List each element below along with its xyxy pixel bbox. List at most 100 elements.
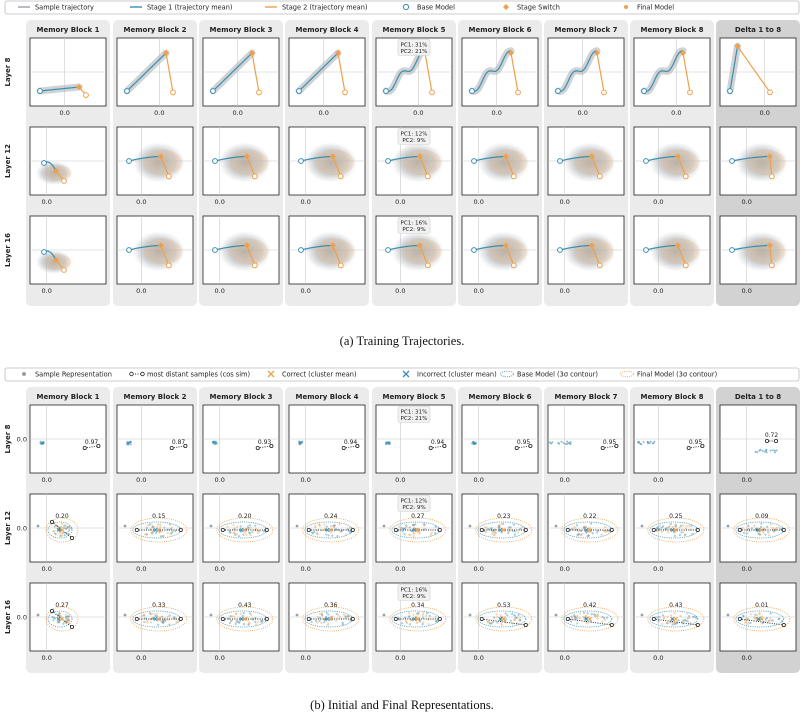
sample-point bbox=[255, 623, 258, 626]
correct-mean-marker bbox=[328, 617, 333, 621]
sample-point bbox=[407, 616, 410, 619]
sample-point bbox=[519, 619, 522, 622]
sample-point bbox=[150, 523, 153, 526]
base-model-marker bbox=[126, 247, 132, 253]
final-model-contour bbox=[475, 606, 533, 632]
subplot: 0.0 bbox=[288, 37, 366, 117]
sample-point bbox=[59, 534, 62, 537]
sample-point bbox=[214, 443, 217, 446]
sample-point bbox=[596, 614, 599, 617]
sample-point bbox=[341, 621, 344, 624]
distant-sample-marker bbox=[264, 617, 269, 622]
sample-point bbox=[385, 443, 388, 446]
subplot: 0.0 0.95 bbox=[633, 404, 711, 484]
sample-point bbox=[236, 533, 239, 536]
sample-point bbox=[585, 531, 588, 535]
column-title: Memory Block 3 bbox=[210, 26, 273, 34]
column-title: Memory Block 6 bbox=[469, 393, 532, 401]
legend-label: Sample Representation bbox=[35, 370, 112, 378]
sample-point bbox=[400, 526, 403, 530]
base-model-marker bbox=[210, 88, 216, 94]
sample-point bbox=[505, 618, 508, 621]
sample-point bbox=[247, 622, 251, 625]
sample-point bbox=[516, 616, 519, 619]
distant-sample-marker bbox=[178, 617, 183, 622]
row-label: Layer 16 bbox=[4, 233, 12, 267]
sample-point bbox=[747, 524, 750, 527]
sample-point bbox=[157, 623, 160, 626]
sample-point bbox=[488, 621, 491, 624]
distant-sample-marker bbox=[609, 623, 614, 628]
sample-point bbox=[424, 527, 427, 530]
sample-point bbox=[344, 533, 347, 536]
sample-point bbox=[511, 612, 514, 616]
sample-point bbox=[586, 535, 589, 538]
sample-point bbox=[248, 622, 251, 625]
cos-sim-label: 0.95 bbox=[517, 439, 531, 446]
subplot: 0.0 bbox=[202, 215, 280, 295]
sample-point bbox=[666, 622, 669, 625]
sample-point bbox=[666, 615, 669, 618]
base-model-marker bbox=[296, 88, 302, 94]
distant-samples-line bbox=[688, 445, 703, 449]
sample-point bbox=[67, 615, 70, 618]
final-model-contour bbox=[733, 517, 791, 543]
sample-point bbox=[513, 530, 517, 533]
sample-point bbox=[318, 523, 321, 526]
x-tick-label: 0.0 bbox=[653, 287, 663, 295]
sample-point bbox=[769, 449, 772, 452]
x-tick-label: 0.0 bbox=[413, 109, 423, 117]
sample-point bbox=[249, 612, 252, 615]
sample-point bbox=[318, 612, 322, 615]
sample-point bbox=[337, 613, 340, 617]
sample-point bbox=[424, 614, 428, 617]
sample-point bbox=[695, 616, 698, 620]
sample-point bbox=[492, 533, 496, 537]
sample-point bbox=[314, 526, 317, 529]
sample-point bbox=[671, 621, 675, 624]
row-label: Layer 8 bbox=[4, 57, 12, 86]
sample-point bbox=[642, 440, 645, 443]
sample-point bbox=[53, 529, 56, 533]
sample-point bbox=[726, 524, 730, 528]
sample-point bbox=[248, 531, 251, 534]
sample-point bbox=[339, 530, 342, 533]
sample-trajectory-cloud bbox=[649, 142, 702, 183]
x-tick-label: 0.0 bbox=[136, 654, 146, 662]
base-model-contour bbox=[47, 521, 73, 539]
base-model-marker bbox=[471, 158, 477, 164]
sample-point bbox=[772, 530, 775, 533]
sample-trajectory-cloud bbox=[304, 142, 357, 183]
base-model-marker bbox=[557, 158, 563, 164]
sample-point bbox=[315, 532, 319, 535]
pc1-label: PC1: 12% bbox=[401, 132, 428, 138]
sample-point bbox=[171, 530, 174, 533]
y-tick-label: 0.0 bbox=[17, 524, 27, 532]
sample-point bbox=[231, 615, 234, 618]
sample-point bbox=[671, 525, 675, 529]
sample-point bbox=[640, 613, 644, 617]
sample-point bbox=[682, 619, 685, 622]
sample-point bbox=[577, 532, 581, 535]
sample-point bbox=[771, 526, 774, 529]
subplot: 0.0 0.42 bbox=[547, 582, 625, 662]
sample-point bbox=[348, 526, 351, 529]
correct-mean-marker bbox=[501, 528, 506, 532]
sample-point bbox=[230, 619, 233, 622]
sample-point bbox=[58, 621, 61, 624]
x-tick-label: 0.0 bbox=[671, 109, 681, 117]
sample-point bbox=[778, 617, 781, 620]
sample-point bbox=[493, 533, 496, 536]
subplot: 0.0 bbox=[461, 215, 539, 295]
sample-trajectory-cloud bbox=[132, 231, 185, 272]
sample-point bbox=[661, 622, 664, 626]
stage-switch-marker bbox=[163, 49, 169, 56]
sample-point bbox=[254, 524, 257, 527]
correct-mean-marker bbox=[759, 528, 764, 532]
x-tick-label: 0.0 bbox=[560, 287, 570, 295]
sample-point bbox=[412, 524, 415, 527]
subplot: 0.0 bbox=[633, 215, 711, 295]
final-model-contour bbox=[302, 517, 360, 543]
correct-mean-marker bbox=[673, 617, 678, 621]
sample-point bbox=[749, 621, 752, 625]
